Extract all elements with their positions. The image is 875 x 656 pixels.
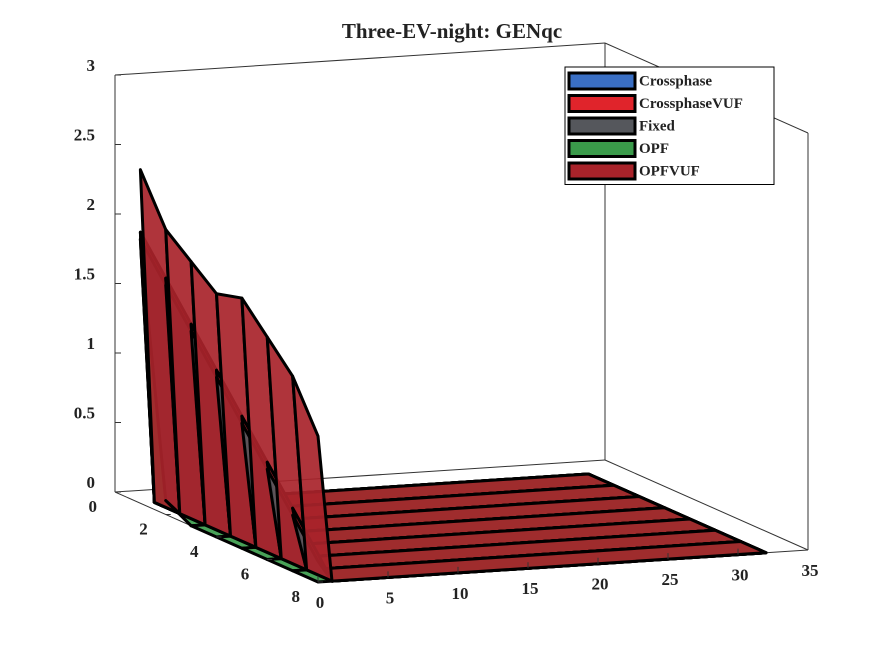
x-tick-label: 35 [802,561,819,580]
x-tick-label: 10 [452,584,469,603]
x-tick-label: 15 [522,579,539,598]
x-tick-label: 30 [732,565,749,584]
axis-line [604,459,809,551]
x-tick-label: 25 [662,570,679,589]
x-tick-label: 0 [316,593,325,612]
x-tick-label: 5 [386,588,395,607]
surfaces [138,168,768,584]
legend-label: Crossphase [639,73,712,89]
axis-line [114,42,606,76]
surface-patch [291,374,334,583]
legend-swatch [567,71,637,91]
z-tick-label: 2 [87,195,96,214]
legend-swatch [567,116,637,136]
z-tick-label: 0.5 [74,403,95,422]
y-tick-label: 4 [190,542,199,561]
legend: Crossphase CrossphaseVUF Fixed OPF OPFVUF [564,66,775,185]
legend-swatch [567,139,637,158]
y-tick-label: 2 [139,519,148,538]
z-tick-label: 1 [87,334,96,353]
legend-swatch [567,94,637,113]
chart-title: Three-EV-night: GENqc [342,19,562,43]
legend-label: Fixed [639,118,675,134]
z-tick-label: 2.5 [74,125,95,144]
z-tick-label: 1.5 [74,264,95,283]
z-tick-label: 3 [87,56,96,75]
z-tick-label: 0 [87,473,96,492]
legend-label: OPF [639,141,669,157]
legend-label: CrossphaseVUF [639,96,743,112]
y-tick-label: 8 [292,587,301,606]
y-tick-label: 0 [89,497,98,516]
y-tick-label: 6 [241,564,250,583]
legend-swatch [567,161,637,181]
x-tick-label: 20 [592,575,609,594]
legend-label: OPFVUF [639,163,700,179]
